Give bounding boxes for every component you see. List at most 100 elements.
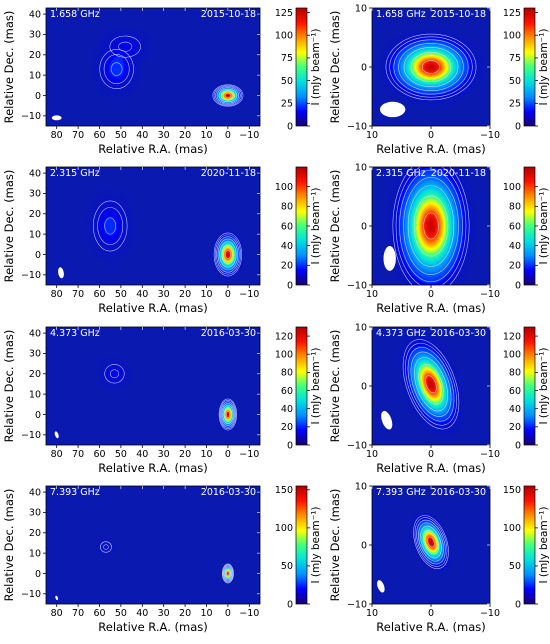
colorbar-tick-label: 0 bbox=[287, 280, 293, 291]
x-tick-label: −10 bbox=[239, 130, 259, 141]
x-axis-label: Relative R.A. (mas) bbox=[98, 461, 207, 475]
y-tick-label: −10 bbox=[347, 599, 367, 610]
y-tick-label: 10 bbox=[29, 229, 41, 240]
contour-line bbox=[395, 167, 467, 285]
x-axis-label: Relative R.A. (mas) bbox=[98, 620, 207, 634]
y-axis-label: Relative Dec. (mas) bbox=[328, 170, 342, 283]
colorbar-tick-label: 100 bbox=[275, 350, 293, 361]
colorbar bbox=[295, 326, 308, 446]
x-tick-label: 10 bbox=[200, 130, 212, 141]
colorbar-tick-label: 50 bbox=[509, 76, 521, 87]
contour-group bbox=[92, 200, 243, 277]
colorbar-tick-label: 50 bbox=[281, 76, 293, 87]
y-tick-label: 10 bbox=[355, 481, 367, 492]
contour-line bbox=[212, 84, 244, 107]
colorbar-tick-label: 0 bbox=[515, 121, 521, 132]
colorbar bbox=[523, 326, 536, 446]
date-label: 2016-03-30 bbox=[431, 328, 486, 339]
colorbar-tick-label: 75 bbox=[509, 53, 521, 64]
x-tick-label: 20 bbox=[179, 608, 191, 619]
contour-line bbox=[414, 517, 448, 567]
y-tick-label: 30 bbox=[29, 30, 41, 41]
y-axis-label: Relative Dec. (mas) bbox=[2, 11, 16, 124]
colorbar-tick-label: 20 bbox=[509, 261, 521, 272]
contour-line bbox=[416, 519, 446, 565]
contour-line bbox=[103, 544, 109, 550]
contour-group bbox=[413, 515, 449, 569]
contour-line bbox=[418, 364, 444, 405]
colorbar bbox=[523, 485, 536, 605]
y-tick-label: 0 bbox=[35, 410, 41, 421]
contour-line bbox=[221, 563, 234, 584]
y-tick-label: 0 bbox=[361, 540, 367, 551]
intensity-map bbox=[46, 167, 260, 285]
contour-line bbox=[110, 62, 123, 76]
contour-line bbox=[225, 568, 231, 579]
contour-line bbox=[109, 35, 141, 58]
x-tick-label: 70 bbox=[72, 449, 84, 460]
contour-group bbox=[392, 167, 470, 285]
date-label: 2016-03-30 bbox=[431, 487, 486, 498]
contour-line bbox=[218, 88, 238, 103]
x-tick-label: 30 bbox=[158, 449, 170, 460]
y-tick-label: 10 bbox=[355, 162, 367, 173]
colorbar-tick-label: 120 bbox=[503, 331, 521, 342]
date-label: 2015-10-18 bbox=[201, 9, 256, 20]
colorbar-tick-label: 100 bbox=[503, 182, 521, 193]
y-axis-label: Relative Dec. (mas) bbox=[2, 489, 16, 602]
y-tick-label: −10 bbox=[21, 589, 41, 600]
colorbar-tick-label: 100 bbox=[275, 523, 293, 534]
x-tick-label: 10 bbox=[200, 449, 212, 460]
y-tick-label: 10 bbox=[355, 322, 367, 333]
frequency-label: 7.393 GHz bbox=[50, 487, 100, 498]
colorbar-tick-label: 60 bbox=[509, 386, 521, 397]
beam-ellipse bbox=[58, 267, 64, 279]
y-axis-label: Relative Dec. (mas) bbox=[2, 170, 16, 283]
colorbar-tick-label: 50 bbox=[509, 561, 521, 572]
y-tick-label: 20 bbox=[29, 528, 41, 539]
x-tick-label: 40 bbox=[136, 449, 148, 460]
contour-line bbox=[407, 185, 455, 267]
x-tick-label: 40 bbox=[136, 130, 148, 141]
x-tick-label: 50 bbox=[115, 130, 127, 141]
colorbar-label: I (mJy beam⁻¹) bbox=[538, 28, 550, 105]
x-tick-label: 40 bbox=[136, 289, 148, 300]
contour-group bbox=[104, 364, 238, 431]
x-tick-label: 60 bbox=[93, 289, 105, 300]
x-tick-label: 30 bbox=[158, 130, 170, 141]
colorbar-tick-label: 20 bbox=[509, 422, 521, 433]
beam-ellipse bbox=[54, 431, 59, 439]
colorbar-tick-label: 25 bbox=[509, 99, 521, 110]
contour-line bbox=[427, 536, 435, 548]
contour-line bbox=[224, 93, 232, 98]
contour-line bbox=[405, 342, 457, 426]
colorbar-tick-label: 40 bbox=[281, 241, 293, 252]
x-axis-label: Relative R.A. (mas) bbox=[98, 301, 207, 315]
y-tick-label: 40 bbox=[29, 9, 41, 20]
contour-line bbox=[392, 167, 470, 285]
y-tick-label: −10 bbox=[347, 280, 367, 291]
x-axis-label: Relative R.A. (mas) bbox=[376, 142, 485, 156]
colorbar-tick-label: 80 bbox=[509, 368, 521, 379]
contour-line bbox=[109, 369, 120, 379]
x-tick-label: 80 bbox=[51, 130, 63, 141]
contour-line bbox=[104, 364, 125, 384]
x-tick-label: 30 bbox=[158, 608, 170, 619]
x-tick-label: 10 bbox=[200, 289, 212, 300]
beam-ellipse bbox=[381, 410, 393, 430]
contour-line bbox=[420, 525, 442, 559]
y-tick-label: 40 bbox=[29, 168, 41, 179]
contour-line bbox=[399, 169, 463, 283]
x-tick-label: −10 bbox=[239, 449, 259, 460]
intensity-map bbox=[46, 486, 260, 604]
contour-line bbox=[103, 54, 130, 84]
y-tick-label: 30 bbox=[29, 189, 41, 200]
contour-line bbox=[393, 39, 469, 95]
x-tick-label: −10 bbox=[480, 130, 500, 141]
